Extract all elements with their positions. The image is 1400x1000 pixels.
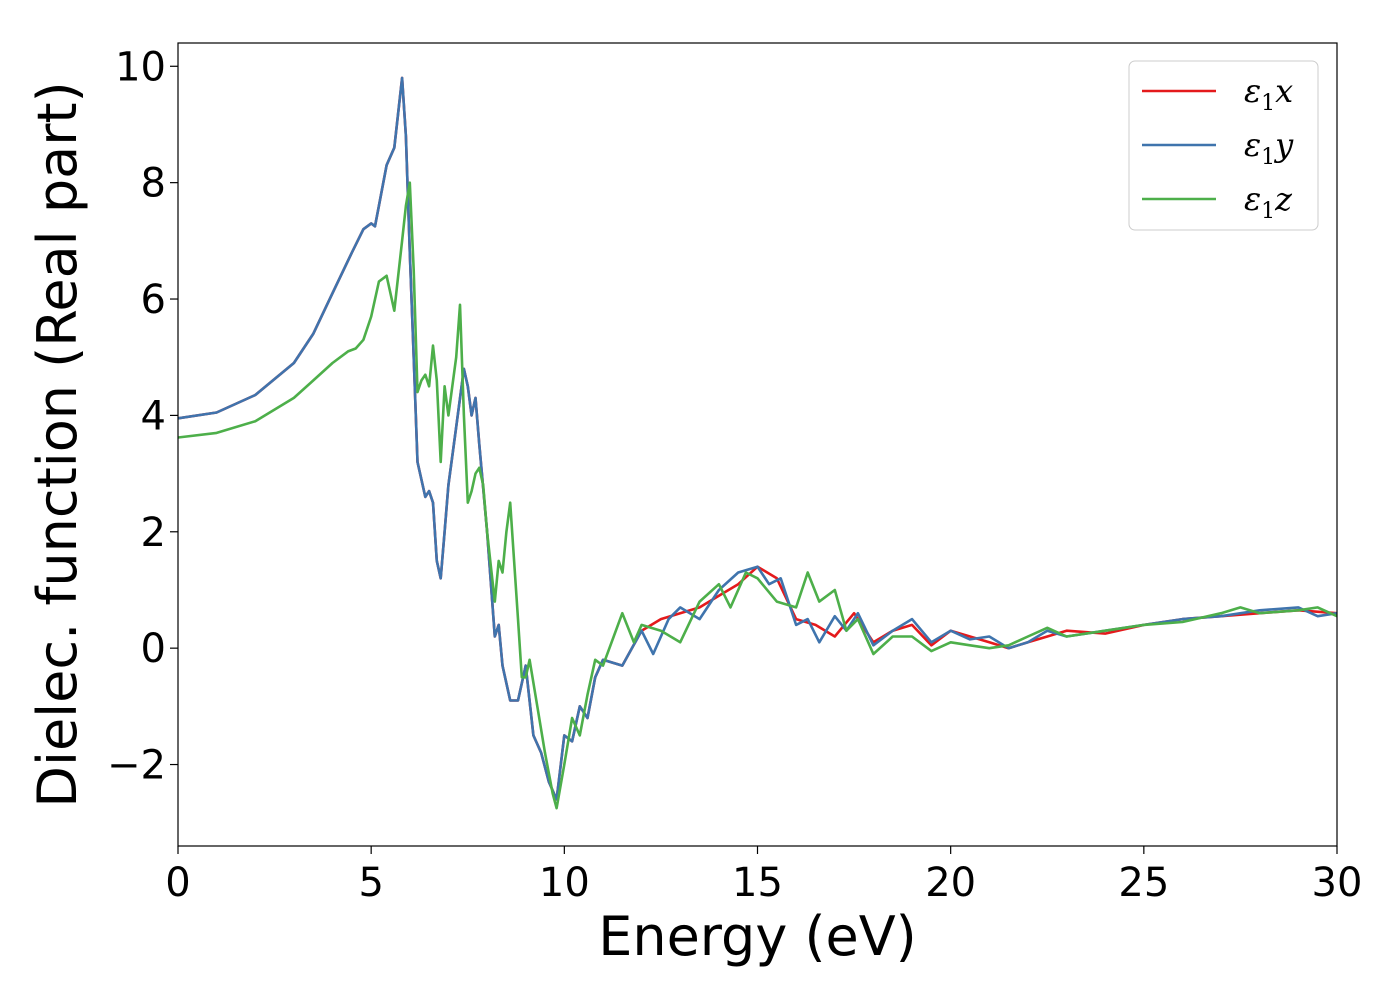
y-tick-label: 6 [141, 277, 166, 323]
y-axis-ticks: −2 0 2 4 6 8 10 [107, 44, 178, 789]
legend: ε1x ε1y ε1z [1128, 60, 1319, 231]
x-tick-label: 30 [1312, 860, 1363, 906]
y-tick-label: 10 [115, 44, 166, 90]
y-tick-label: −2 [107, 743, 166, 789]
series-line-y [178, 76, 1337, 801]
x-tick-label: 15 [732, 860, 783, 906]
x-tick-label: 10 [539, 860, 590, 906]
y-tick-label: 0 [141, 626, 166, 672]
y-tick-label: 2 [141, 510, 166, 556]
x-tick-label: 0 [165, 860, 190, 906]
legend-box [1128, 60, 1319, 231]
y-tick-label: 8 [141, 161, 166, 207]
x-axis-label: Energy (eV) [598, 905, 917, 968]
x-tick-label: 25 [1118, 860, 1169, 906]
x-tick-label: 5 [358, 860, 383, 906]
x-axis-ticks: 0 5 10 15 20 25 30 [165, 846, 1362, 906]
plot-frame [177, 42, 1338, 847]
y-axis-label: Dielec. function (Real part) [26, 81, 89, 807]
plot-lines [178, 76, 1337, 810]
legend-label-y: ε1y [1244, 126, 1294, 170]
legend-label-z: ε1z [1244, 180, 1293, 224]
y-tick-label: 4 [141, 393, 166, 439]
legend-label-x: ε1x [1244, 72, 1293, 116]
x-tick-label: 20 [925, 860, 976, 906]
series-line-z [178, 181, 1337, 810]
